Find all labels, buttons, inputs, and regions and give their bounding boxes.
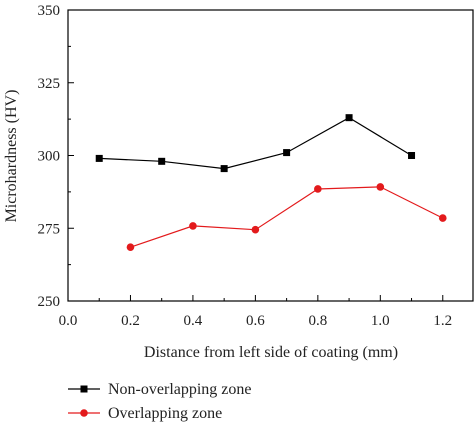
series-line [130, 186, 444, 248]
data-point [126, 243, 135, 251]
series-line [99, 117, 412, 170]
y-tick-label: 250 [38, 294, 61, 310]
data-point [220, 165, 228, 173]
legend: Non-overlapping zone Overlapping zone [68, 381, 252, 422]
y-tick-label: 275 [38, 221, 61, 237]
data-point [314, 185, 322, 193]
y-axis-title: Microhardness (HV) [3, 90, 20, 223]
x-tick-label: 0.2 [121, 313, 140, 329]
legend-marker [80, 409, 88, 417]
data-point [283, 149, 291, 157]
data-point [408, 152, 416, 159]
data-point [251, 225, 260, 234]
series-overlapping-zone [126, 183, 447, 251]
legend-label: Non-overlapping zone [108, 381, 252, 398]
data-point [95, 154, 103, 162]
data-point [189, 222, 197, 230]
data-point [376, 183, 385, 191]
y-axis-ticks: 250 275 300 325 350 [38, 3, 74, 310]
y-tick-label: 350 [38, 3, 61, 19]
series-non-overlapping-zone [95, 114, 416, 173]
legend-item: Non-overlapping zone [68, 381, 252, 398]
x-tick-label: 1.0 [371, 313, 390, 329]
series-layer [95, 114, 447, 251]
x-tick-label: 0.6 [246, 313, 265, 329]
data-point [438, 214, 447, 222]
data-point [158, 157, 166, 165]
y-tick-label: 325 [38, 76, 61, 92]
x-tick-label: 0.0 [59, 313, 78, 329]
x-tick-label: 0.4 [184, 313, 203, 329]
data-point [345, 114, 353, 122]
x-tick-label: 1.2 [433, 313, 452, 329]
legend-item: Overlapping zone [68, 405, 222, 422]
legend-marker [80, 385, 88, 393]
legend-label: Overlapping zone [108, 405, 222, 422]
y-tick-label: 300 [38, 149, 61, 165]
x-axis-ticks: 0.0 0.2 0.4 0.6 0.8 1.0 1.2 [59, 295, 452, 329]
x-axis-title: Distance from left side of coating (mm) [144, 344, 398, 361]
x-tick-label: 0.8 [308, 313, 327, 329]
